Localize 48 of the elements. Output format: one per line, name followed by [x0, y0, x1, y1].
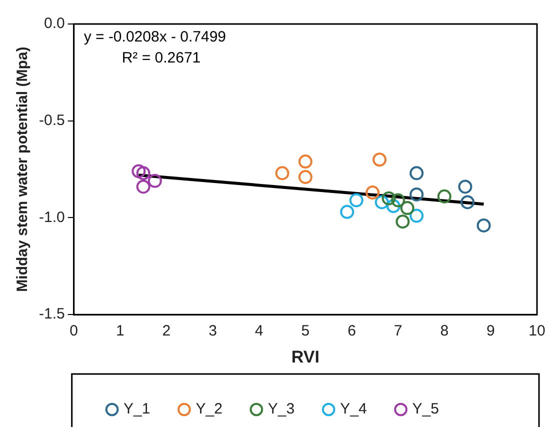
legend-label: Y_4	[340, 400, 367, 418]
point	[400, 201, 414, 216]
x-tick-label: 7	[394, 322, 402, 340]
point	[132, 164, 146, 178]
point	[437, 189, 452, 204]
point	[410, 187, 424, 202]
y-tick-label: -1.0	[38, 208, 65, 226]
x-tick-label: 2	[162, 322, 171, 340]
x-axis-title: RVI	[291, 347, 320, 366]
point	[391, 193, 406, 208]
point	[136, 166, 150, 180]
point	[148, 174, 162, 188]
point	[298, 154, 312, 169]
point	[349, 193, 364, 208]
x-tick-label: 4	[254, 322, 264, 340]
x-tick-label: 1	[116, 322, 124, 340]
point	[374, 195, 389, 210]
point	[275, 166, 290, 180]
point	[460, 195, 475, 210]
annotation: R² = 0.2671	[122, 50, 201, 67]
point	[298, 170, 312, 184]
x-tick-label: 9	[486, 322, 495, 340]
legend-label: Y_1	[124, 400, 150, 418]
point	[372, 152, 387, 167]
point	[340, 204, 354, 219]
x-tick-label: 10	[528, 322, 546, 340]
legend-label: Y_2	[196, 400, 222, 418]
point	[386, 199, 400, 214]
x-tick-label: 0	[70, 322, 78, 340]
point	[366, 186, 380, 200]
x-tick-label: 6	[348, 322, 356, 340]
y-axis-title: Midday stem water potential (Mpa)	[14, 46, 32, 292]
y-tick-label: -1.5	[38, 306, 65, 323]
x-tick-label: 8	[440, 322, 449, 340]
legend-label: Y_3	[268, 400, 295, 418]
legend-label: Y_5	[412, 400, 439, 418]
point	[410, 166, 424, 180]
point	[396, 214, 410, 229]
point	[410, 208, 424, 223]
y-tick-label: 0.0	[44, 15, 65, 32]
point	[458, 180, 472, 194]
y-tick-label: -0.5	[38, 112, 65, 130]
point	[136, 180, 150, 194]
annotation: y = -0.0208x - 0.7499	[84, 28, 226, 46]
point	[382, 191, 396, 206]
x-tick-label: 5	[301, 322, 310, 340]
x-tick-label: 3	[208, 322, 217, 340]
point	[476, 218, 491, 232]
